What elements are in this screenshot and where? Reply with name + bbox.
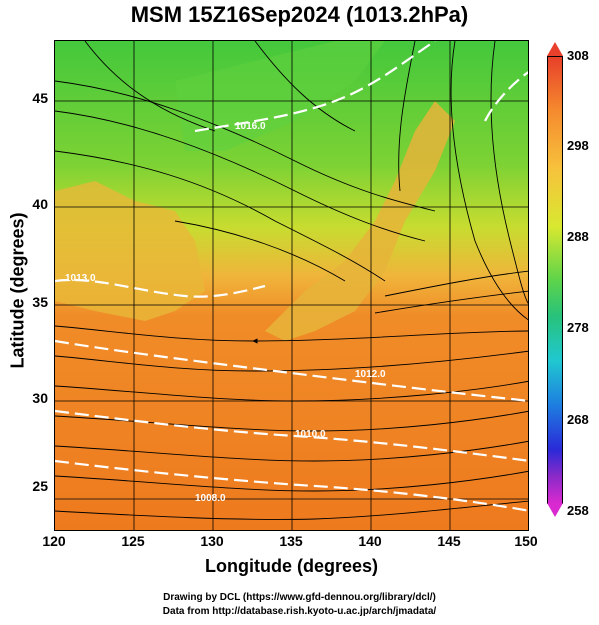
wind-streamlines — [55, 41, 528, 520]
contour-label: 1013.0 — [65, 273, 96, 284]
x-tick-label: 125 — [121, 533, 145, 549]
map-field-svg — [55, 41, 528, 530]
x-axis-title: Longitude (degrees) — [204, 556, 378, 576]
lat-lon-grid — [55, 41, 528, 530]
colorbar — [547, 56, 563, 504]
x-tick-label: 140 — [358, 533, 382, 549]
colorbar-label: 288 — [567, 229, 589, 244]
x-tick-label: 145 — [437, 533, 461, 549]
japan-land — [265, 101, 455, 341]
northern-land — [175, 41, 385, 151]
credit-data: Data from http://database.rish.kyoto-u.a… — [162, 606, 437, 617]
y-tick-label: 25 — [32, 478, 48, 494]
map-title: MSM 15Z16Sep2024 (1013.2hPa) — [130, 2, 469, 27]
korea-china-land — [55, 181, 205, 321]
contour-label: 1012.0 — [355, 369, 386, 380]
y-tick-label: 30 — [32, 390, 48, 406]
colorbar-label: 298 — [567, 138, 589, 153]
contour-label: 1010.0 — [295, 429, 326, 440]
colorbar-top-arrow — [547, 42, 563, 56]
colorbar-bottom-arrow — [547, 503, 563, 517]
x-tick-label: 130 — [200, 533, 224, 549]
y-tick-label: 45 — [32, 90, 48, 106]
colorbar-label: 308 — [567, 48, 589, 63]
credit-drawing: Drawing by DCL (https://www.gfd-dennou.o… — [163, 592, 436, 603]
y-axis-title: Latitude (degrees) — [7, 212, 28, 369]
contour-label: 1008.0 — [195, 493, 226, 504]
map-plot: 1016.0 1013.0 1012.0 1010.0 1008.0 — [54, 40, 529, 531]
x-tick-label: 120 — [42, 533, 66, 549]
colorbar-label: 268 — [567, 412, 589, 427]
y-tick-label: 35 — [32, 294, 48, 310]
y-tick-label: 40 — [32, 196, 48, 212]
x-tick-label: 150 — [514, 533, 538, 549]
x-tick-label: 135 — [279, 533, 303, 549]
contour-label: 1016.0 — [235, 121, 266, 132]
colorbar-label: 278 — [567, 320, 589, 335]
colorbar-label: 258 — [567, 503, 589, 518]
isobars — [55, 41, 528, 512]
